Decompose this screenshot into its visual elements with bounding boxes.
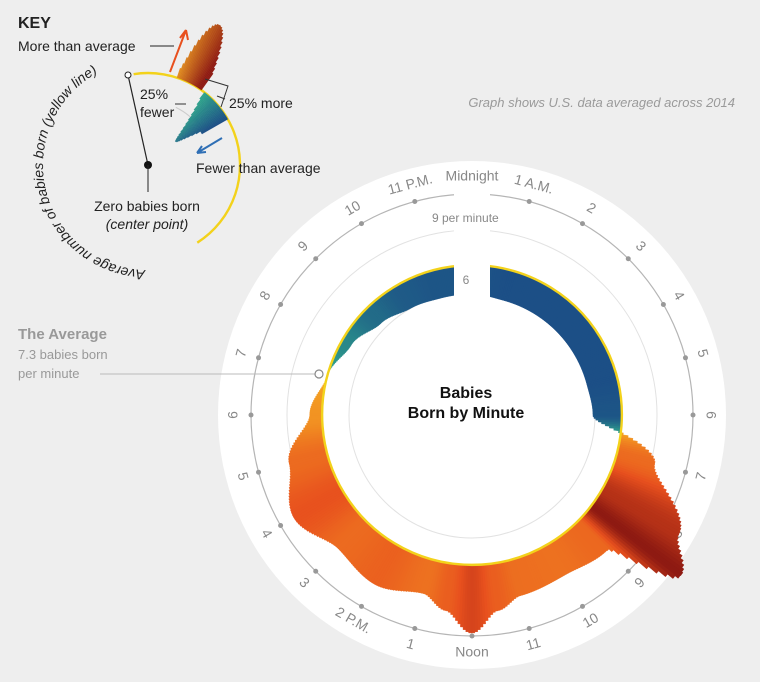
scale-label-9: 9 per minute xyxy=(432,211,499,225)
key-below-wedge xyxy=(180,109,223,141)
hour-label: Noon xyxy=(455,644,488,660)
hour-tick xyxy=(412,625,418,631)
data-area xyxy=(288,265,685,634)
key-below-wedge xyxy=(175,105,220,143)
key-above-wedge xyxy=(195,46,222,88)
chart-title-line1: Babies xyxy=(440,385,493,402)
hour-tick xyxy=(278,523,284,528)
average-callout-marker xyxy=(314,369,324,379)
key-above-wedge xyxy=(198,62,218,90)
hour-label: Midnight xyxy=(446,168,499,184)
hour-tick xyxy=(469,633,475,639)
hour-tick xyxy=(256,469,262,475)
key-above-wedge xyxy=(193,36,224,86)
hour-label: 6 xyxy=(703,411,719,419)
hour-tick xyxy=(412,199,418,205)
hour-tick xyxy=(256,355,262,361)
key-fewer-arrow-icon xyxy=(196,137,223,154)
average-ring xyxy=(320,264,624,567)
hour-tick xyxy=(625,568,631,574)
hour-tick xyxy=(682,355,688,361)
hour-label: 1 xyxy=(405,635,417,653)
average-callout-line2: per minute xyxy=(18,366,79,381)
hour-label: 7 xyxy=(232,347,250,359)
hour-tick xyxy=(526,625,532,631)
hour-tick xyxy=(580,221,585,227)
hour-label: 5 xyxy=(235,470,253,482)
key-above-wedge xyxy=(196,51,221,88)
key-bracket xyxy=(204,78,229,108)
hour-tick xyxy=(313,256,319,262)
key-below-wedge xyxy=(178,107,222,142)
hour-tick xyxy=(625,256,631,262)
key-title: KEY xyxy=(18,15,51,32)
source-note: Graph shows U.S. data averaged across 20… xyxy=(468,95,735,110)
key-radius-line xyxy=(127,74,149,166)
key-more-than-average: More than average xyxy=(18,38,136,54)
hour-tick xyxy=(690,412,696,418)
hour-tick xyxy=(580,603,585,609)
scale-label-6: 6 xyxy=(463,273,470,287)
key-zero-line2: (center point) xyxy=(106,216,188,232)
key-below-wedge xyxy=(183,110,224,140)
key-above-wedge xyxy=(189,24,222,84)
hour-label: 5 xyxy=(694,347,712,359)
key-ring-dot xyxy=(124,71,132,79)
hour-tick xyxy=(359,603,364,609)
key-above-wedge xyxy=(197,56,219,89)
key-below-wedge xyxy=(195,113,226,135)
hour-label: 10 xyxy=(580,609,602,631)
chart-title-line2: Born by Minute xyxy=(408,405,525,422)
key-fewer-than-average: Fewer than average xyxy=(196,160,321,176)
hour-tick xyxy=(682,469,688,475)
key-below-wedge xyxy=(191,112,225,137)
hour-label: 7 xyxy=(692,470,710,482)
midnight-gap xyxy=(454,190,490,310)
average-callout-title: The Average xyxy=(18,326,107,343)
hour-tick xyxy=(359,221,364,227)
key-pct-fewer-1: 25% xyxy=(140,86,168,102)
key-average-ring xyxy=(133,71,242,244)
key-legend: KEY More than average 25% fewer 25% more… xyxy=(18,15,321,283)
hour-label: 10 xyxy=(342,197,364,219)
key-above-wedge xyxy=(200,72,214,91)
hour-ticks xyxy=(248,191,696,639)
key-below-wedge xyxy=(176,106,221,143)
hour-tick xyxy=(278,302,284,307)
key-pct-more: 25% more xyxy=(229,95,293,111)
hour-tick xyxy=(526,199,532,205)
key-above-wedge xyxy=(199,67,216,90)
hour-tick xyxy=(660,302,666,307)
key-above-wedge xyxy=(194,41,223,87)
key-below-wedge xyxy=(174,104,219,143)
key-wedges xyxy=(169,23,229,154)
hour-tick xyxy=(248,412,254,418)
key-zero-line1: Zero babies born xyxy=(94,198,200,214)
key-below-wedge xyxy=(187,111,225,138)
key-above-wedge xyxy=(190,26,223,85)
hour-label: 11 xyxy=(524,634,542,653)
average-callout-line1: 7.3 babies born xyxy=(18,347,108,362)
key-above-wedge xyxy=(192,32,224,86)
key-more-arrow-icon xyxy=(169,29,189,73)
key-pct-fewer-2: fewer xyxy=(140,104,175,120)
key-ring-label: Average number of babies born (yellow li… xyxy=(30,62,146,284)
key-below-wedge xyxy=(201,117,229,135)
key-above-wedge xyxy=(191,29,224,85)
hour-tick xyxy=(313,568,319,574)
hour-label: 6 xyxy=(225,411,241,419)
